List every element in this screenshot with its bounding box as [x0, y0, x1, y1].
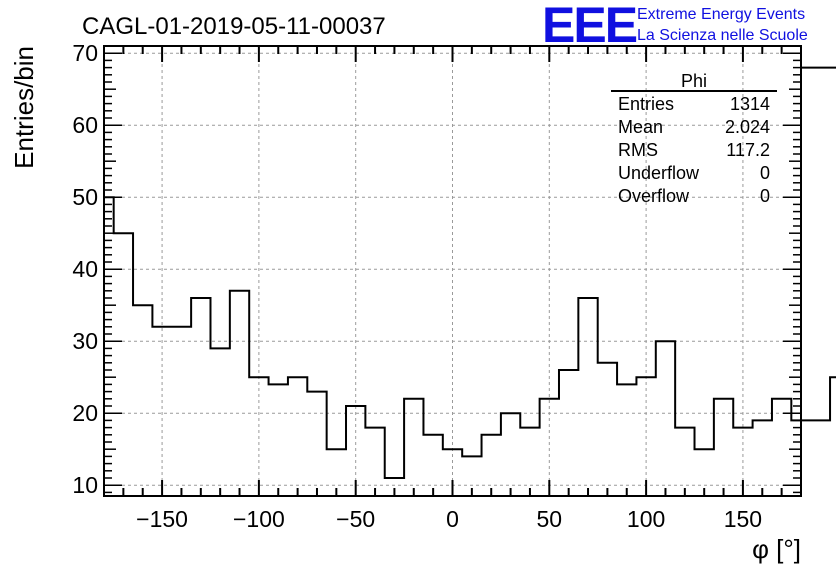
- y-tick-label: 50: [72, 184, 98, 210]
- histogram-bin: [598, 363, 617, 496]
- histogram-bin: [365, 428, 384, 496]
- y-axis-label: Entries/bin: [9, 46, 39, 169]
- histogram-bin: [753, 420, 772, 496]
- y-tick-label: 10: [72, 472, 98, 498]
- histogram-bin: [520, 428, 539, 496]
- histogram-bin: [656, 341, 675, 496]
- y-tick-label: 40: [72, 256, 98, 282]
- x-tick-label: 0: [446, 506, 459, 532]
- x-tick-label: 150: [724, 506, 762, 532]
- stats-row-value: 117.2: [726, 140, 770, 160]
- histogram-bin: [230, 291, 249, 496]
- chart-title: CAGL-01-2019-05-11-00037: [82, 13, 386, 40]
- histogram-bin: [404, 399, 423, 496]
- stats-row-label: Overflow: [618, 186, 690, 206]
- histogram-bin: [811, 420, 830, 496]
- x-tick-label: 50: [537, 506, 563, 532]
- stats-row-value: 2.024: [725, 117, 770, 137]
- histogram-outline: [104, 66, 836, 479]
- stats-row-value: 0: [760, 163, 770, 183]
- y-tick-label: 70: [72, 40, 98, 66]
- y-tick-labels: 10 20 30 40 50 60 70: [72, 40, 98, 498]
- histogram-bin: [288, 377, 307, 496]
- histogram-bin: [269, 384, 288, 496]
- histogram-bin: [578, 298, 597, 496]
- stats-row-value: 1314: [730, 94, 770, 114]
- x-axis-label: φ [°]: [752, 534, 801, 564]
- histogram-bin: [191, 298, 210, 496]
- axis-ticks: [103, 45, 802, 496]
- stats-row-label: RMS: [618, 140, 658, 160]
- grid: [104, 46, 801, 496]
- x-tick-label: −150: [136, 506, 188, 532]
- histogram-bin: [559, 370, 578, 496]
- x-tick-label: 100: [627, 506, 665, 532]
- histogram-bars: [104, 66, 836, 496]
- histogram-bin: [482, 435, 501, 496]
- histogram-bin: [423, 435, 442, 496]
- stats-box-name: Phi: [681, 71, 707, 91]
- stats-row-value: 0: [760, 186, 770, 206]
- eee-logo-line1: Extreme Energy Events: [637, 6, 805, 23]
- y-tick-label: 30: [72, 328, 98, 354]
- stats-row-label: Underflow: [618, 163, 700, 183]
- histogram-bin: [172, 327, 191, 496]
- x-tick-labels: −150 −100 −50 0 50 100 150: [136, 506, 762, 532]
- x-tick-label: −100: [233, 506, 285, 532]
- eee-logo-line2: La Scienza nelle Scuole: [637, 27, 808, 44]
- histogram-bin: [307, 392, 326, 496]
- stats-box: Phi Entries 1314 Mean 2.024 RMS 117.2 Underflo…: [611, 71, 777, 206]
- stats-row-label: Entries: [618, 94, 674, 114]
- histogram-bin: [210, 348, 229, 496]
- histogram-bin: [133, 305, 152, 496]
- histogram-bin: [501, 413, 520, 496]
- x-tick-label: −50: [336, 506, 375, 532]
- eee-logo-mark: EEE: [542, 0, 637, 53]
- histogram-bin: [617, 384, 636, 496]
- y-tick-label: 20: [72, 400, 98, 426]
- y-tick-label: 60: [72, 112, 98, 138]
- stats-row-label: Mean: [618, 117, 663, 137]
- eee-logo: EEE Extreme Energy Events La Scienza nel…: [542, 0, 808, 53]
- histogram-bin: [675, 428, 694, 496]
- histogram-bin: [114, 233, 133, 496]
